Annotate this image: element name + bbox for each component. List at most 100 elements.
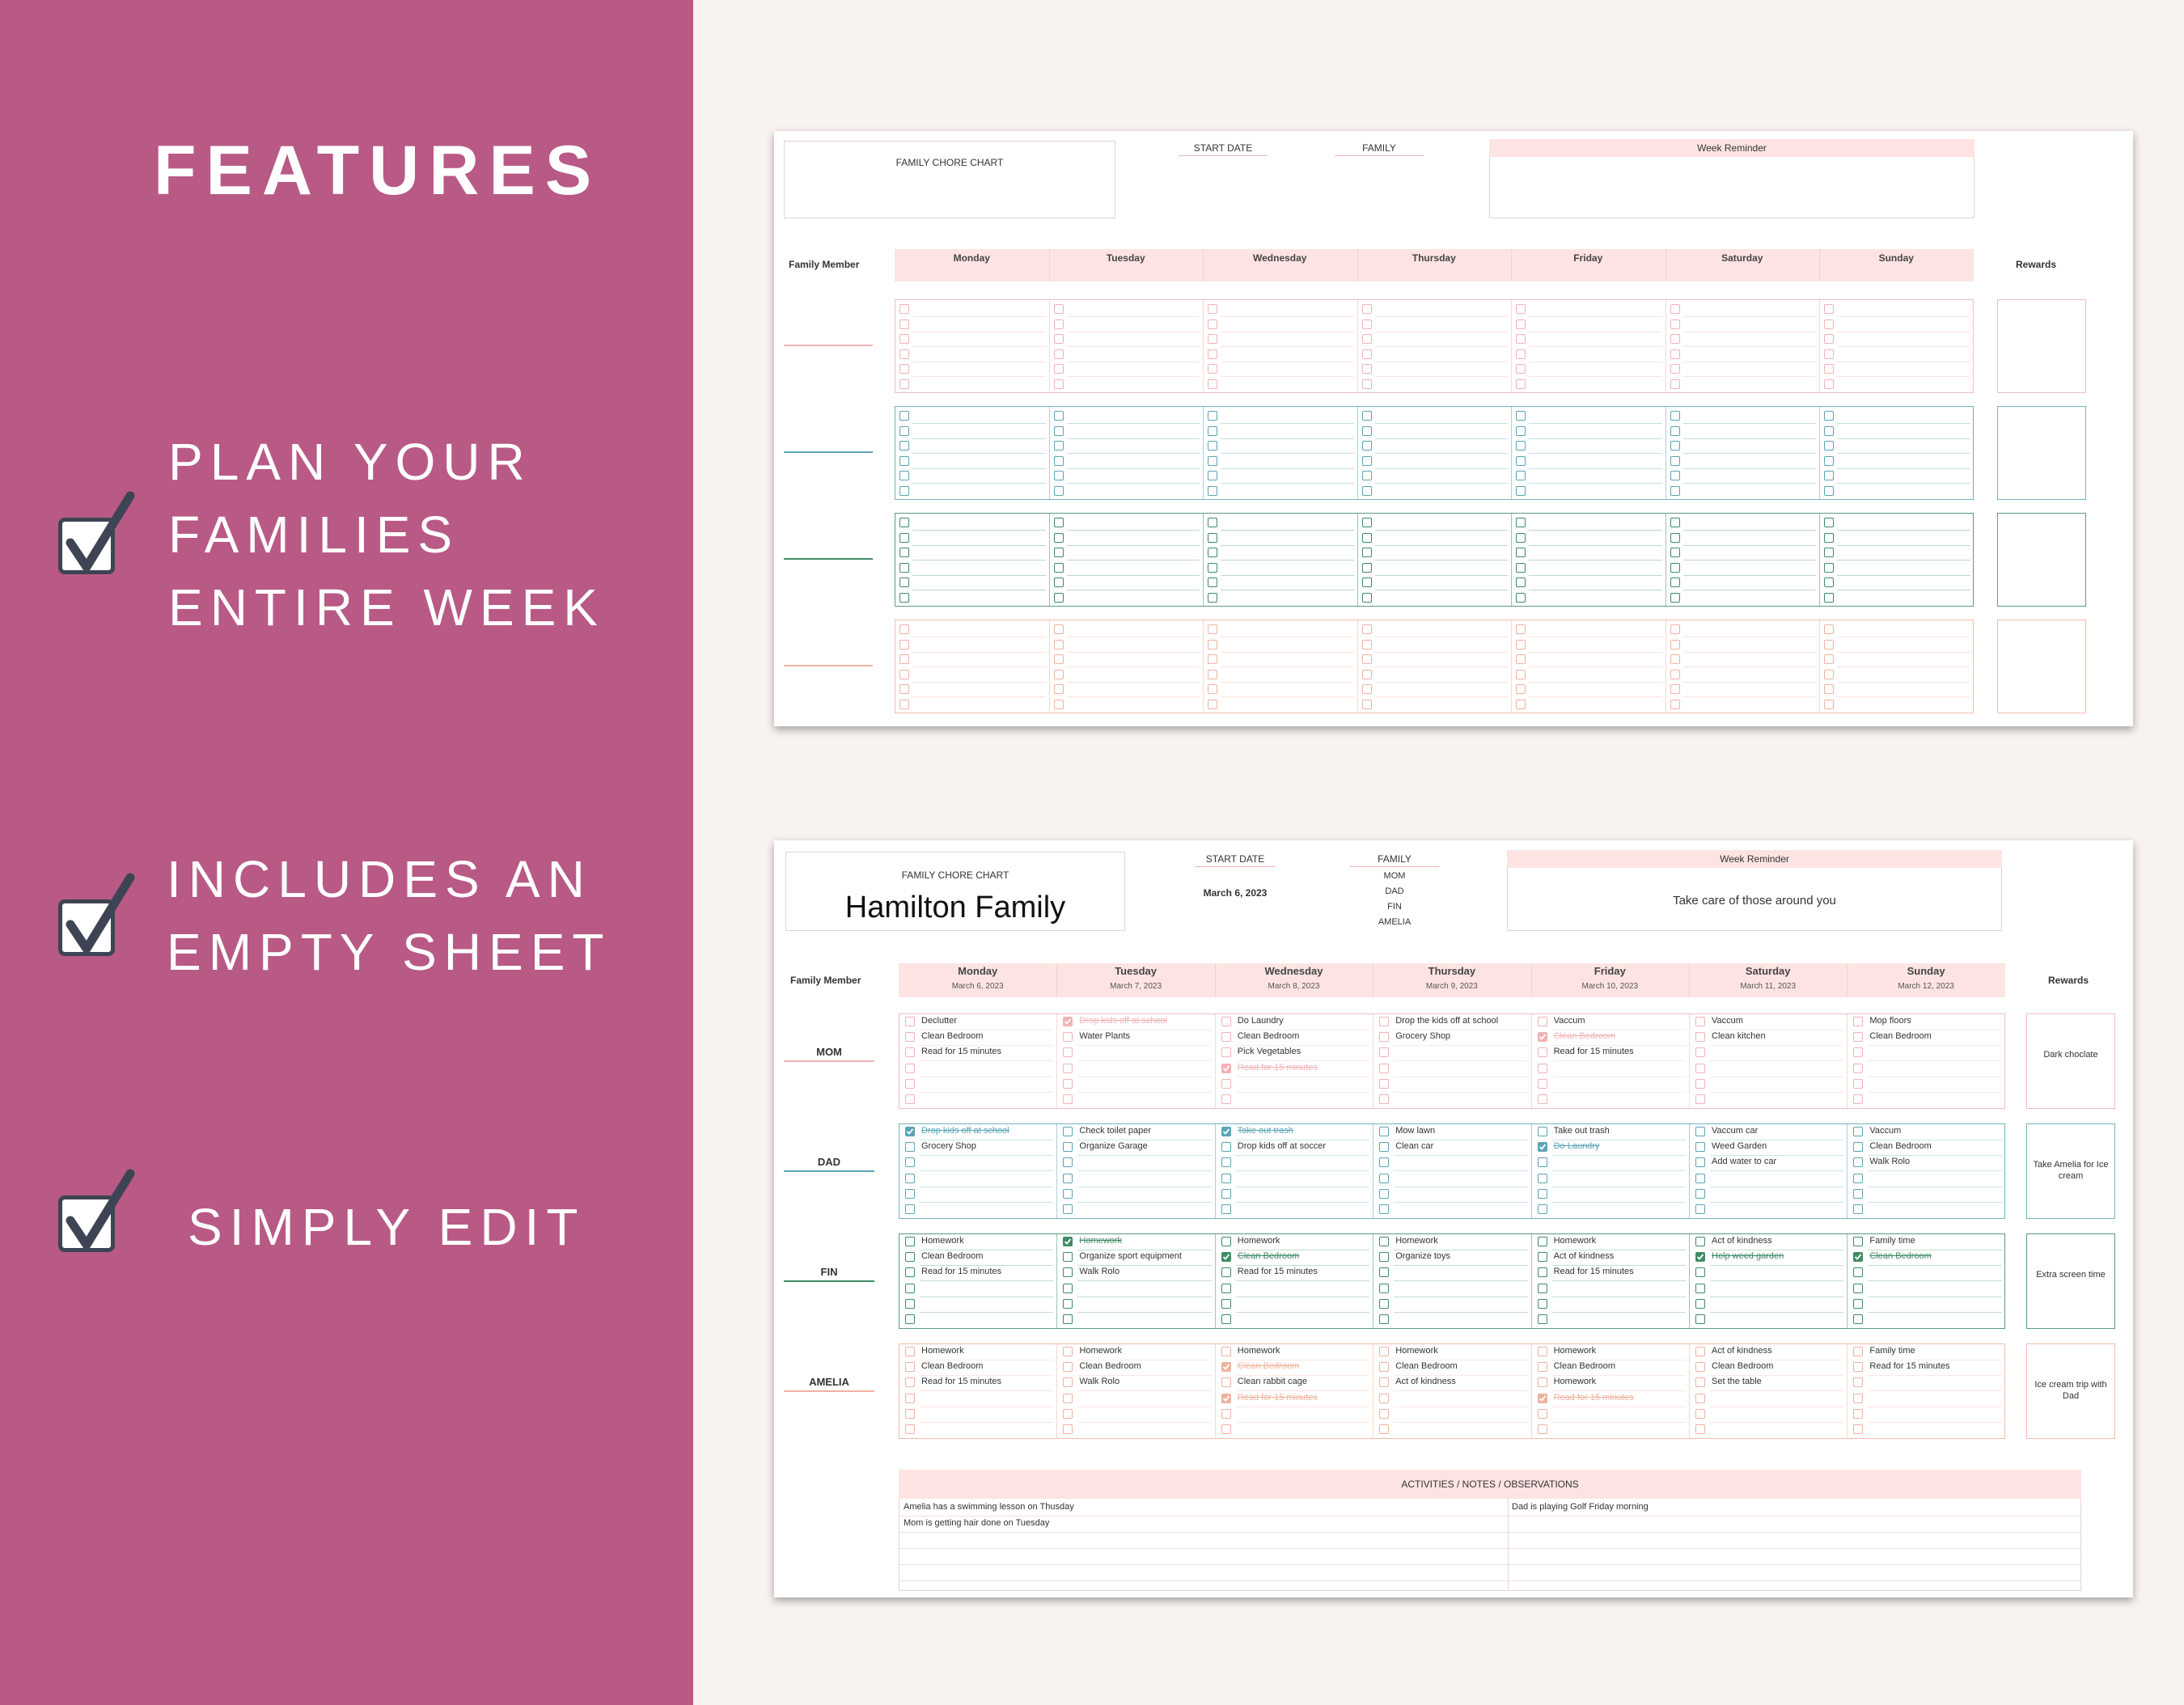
task-checkbox-checked[interactable] bbox=[1221, 1362, 1231, 1373]
task-checkbox-checked[interactable] bbox=[1537, 1142, 1547, 1153]
task-checkbox[interactable] bbox=[1053, 699, 1064, 709]
task-checkbox[interactable] bbox=[1537, 1237, 1547, 1246]
task-checkbox[interactable] bbox=[1695, 1032, 1705, 1043]
task-checkbox[interactable] bbox=[1208, 669, 1217, 679]
task-text[interactable]: Homework bbox=[1237, 1236, 1280, 1246]
task-checkbox[interactable] bbox=[1053, 684, 1064, 694]
task-checkbox[interactable] bbox=[1208, 639, 1217, 649]
task-checkbox[interactable] bbox=[1670, 518, 1680, 527]
task-checkbox-checked[interactable] bbox=[1537, 1032, 1547, 1043]
task-checkbox[interactable] bbox=[1695, 1142, 1705, 1153]
task-checkbox[interactable] bbox=[1853, 1173, 1864, 1183]
task-checkbox[interactable] bbox=[1695, 1314, 1705, 1324]
task-checkbox[interactable] bbox=[1221, 1078, 1231, 1089]
reward-box[interactable] bbox=[1997, 620, 2086, 713]
task-checkbox[interactable] bbox=[1824, 471, 1834, 480]
task-text[interactable]: Take out trash bbox=[1237, 1126, 1293, 1136]
task-checkbox[interactable] bbox=[899, 562, 909, 573]
task-text[interactable]: Add water to car bbox=[1712, 1157, 1777, 1167]
task-checkbox[interactable] bbox=[1379, 1047, 1390, 1058]
task-checkbox[interactable] bbox=[1824, 654, 1834, 664]
task-checkbox[interactable] bbox=[1853, 1424, 1864, 1434]
task-text[interactable]: Clean car bbox=[1395, 1141, 1434, 1152]
task-checkbox[interactable] bbox=[899, 304, 909, 314]
task-checkbox-checked[interactable] bbox=[1063, 1017, 1073, 1026]
task-checkbox[interactable] bbox=[1537, 1157, 1547, 1168]
task-checkbox[interactable] bbox=[1221, 1157, 1231, 1168]
task-text[interactable]: Homework bbox=[1553, 1346, 1597, 1356]
task-checkbox[interactable] bbox=[905, 1424, 915, 1434]
task-checkbox[interactable] bbox=[1516, 379, 1526, 389]
reward-text[interactable]: Take Amelia for Ice cream bbox=[2033, 1160, 2109, 1181]
task-checkbox[interactable] bbox=[1053, 425, 1064, 436]
task-checkbox[interactable] bbox=[905, 1142, 915, 1153]
task-checkbox[interactable] bbox=[1516, 624, 1526, 634]
task-text[interactable]: Act of kindness bbox=[1395, 1377, 1456, 1387]
note-text[interactable]: Mom is getting hair done on Tuesday bbox=[904, 1518, 1050, 1528]
task-checkbox[interactable] bbox=[1379, 1377, 1390, 1388]
task-checkbox[interactable] bbox=[1063, 1188, 1073, 1199]
task-text[interactable]: Clean Bedroom bbox=[1869, 1141, 1932, 1152]
task-checkbox[interactable] bbox=[899, 471, 909, 480]
task-checkbox[interactable] bbox=[1670, 349, 1680, 359]
member-name-line[interactable] bbox=[784, 451, 873, 453]
task-checkbox[interactable] bbox=[1063, 1157, 1073, 1168]
task-checkbox[interactable] bbox=[1063, 1314, 1073, 1324]
task-checkbox[interactable] bbox=[1221, 1142, 1231, 1153]
task-checkbox[interactable] bbox=[1537, 1047, 1547, 1058]
task-checkbox[interactable] bbox=[1361, 624, 1372, 634]
task-checkbox[interactable] bbox=[1053, 639, 1064, 649]
task-checkbox[interactable] bbox=[1379, 1283, 1390, 1293]
task-checkbox[interactable] bbox=[1053, 592, 1064, 603]
reward-box[interactable] bbox=[2026, 1013, 2115, 1109]
task-text[interactable]: Read for 15 minutes bbox=[1869, 1361, 1950, 1372]
task-checkbox[interactable] bbox=[1853, 1142, 1864, 1153]
task-checkbox[interactable] bbox=[1853, 1408, 1864, 1419]
task-text[interactable]: Read for 15 minutes bbox=[1237, 1392, 1318, 1402]
task-checkbox[interactable] bbox=[1670, 684, 1680, 694]
task-checkbox[interactable] bbox=[1670, 624, 1680, 634]
task-checkbox[interactable] bbox=[1824, 639, 1834, 649]
reward-text[interactable]: Extra screen time bbox=[2036, 1270, 2106, 1280]
task-checkbox[interactable] bbox=[1695, 1377, 1705, 1388]
task-checkbox[interactable] bbox=[1208, 532, 1217, 543]
task-checkbox[interactable] bbox=[1516, 334, 1526, 344]
task-checkbox[interactable] bbox=[1361, 518, 1372, 527]
task-checkbox[interactable] bbox=[1208, 624, 1217, 634]
task-checkbox[interactable] bbox=[1537, 1078, 1547, 1089]
task-text[interactable]: Vaccum car bbox=[1712, 1126, 1759, 1136]
task-checkbox[interactable] bbox=[1695, 1157, 1705, 1168]
reward-box[interactable] bbox=[2026, 1123, 2115, 1219]
task-checkbox[interactable] bbox=[1853, 1314, 1864, 1324]
task-checkbox[interactable] bbox=[1221, 1032, 1231, 1043]
task-checkbox[interactable] bbox=[1537, 1424, 1547, 1434]
task-checkbox[interactable] bbox=[1063, 1252, 1073, 1263]
member-name-amelia[interactable]: AMELIA bbox=[809, 1376, 849, 1388]
task-checkbox[interactable] bbox=[1221, 1408, 1231, 1419]
task-checkbox[interactable] bbox=[1853, 1283, 1864, 1293]
task-checkbox[interactable] bbox=[1208, 441, 1217, 451]
task-checkbox[interactable] bbox=[1537, 1408, 1547, 1419]
task-checkbox[interactable] bbox=[1208, 699, 1217, 709]
task-checkbox[interactable] bbox=[1695, 1204, 1705, 1214]
task-checkbox[interactable] bbox=[899, 624, 909, 634]
task-text[interactable]: Set the table bbox=[1712, 1377, 1762, 1387]
reward-text[interactable]: Ice cream trip with Dad bbox=[2034, 1380, 2107, 1401]
task-text[interactable]: Homework bbox=[1553, 1236, 1597, 1246]
task-checkbox[interactable] bbox=[1221, 1047, 1231, 1058]
task-checkbox[interactable] bbox=[1516, 455, 1526, 466]
task-checkbox[interactable] bbox=[905, 1237, 915, 1246]
task-checkbox[interactable] bbox=[899, 684, 909, 694]
task-checkbox[interactable] bbox=[1824, 425, 1834, 436]
task-checkbox[interactable] bbox=[1379, 1362, 1390, 1373]
task-checkbox[interactable] bbox=[905, 1032, 915, 1043]
task-checkbox[interactable] bbox=[1221, 1314, 1231, 1324]
task-checkbox[interactable] bbox=[1537, 1314, 1547, 1324]
task-checkbox[interactable] bbox=[1670, 319, 1680, 329]
task-text[interactable]: Pick Vegetables bbox=[1237, 1047, 1302, 1057]
task-checkbox[interactable] bbox=[1208, 654, 1217, 664]
task-text[interactable]: Walk Rolo bbox=[1869, 1157, 1911, 1167]
task-checkbox[interactable] bbox=[1063, 1424, 1073, 1434]
task-checkbox[interactable] bbox=[1053, 578, 1064, 587]
task-checkbox[interactable] bbox=[1063, 1362, 1073, 1373]
